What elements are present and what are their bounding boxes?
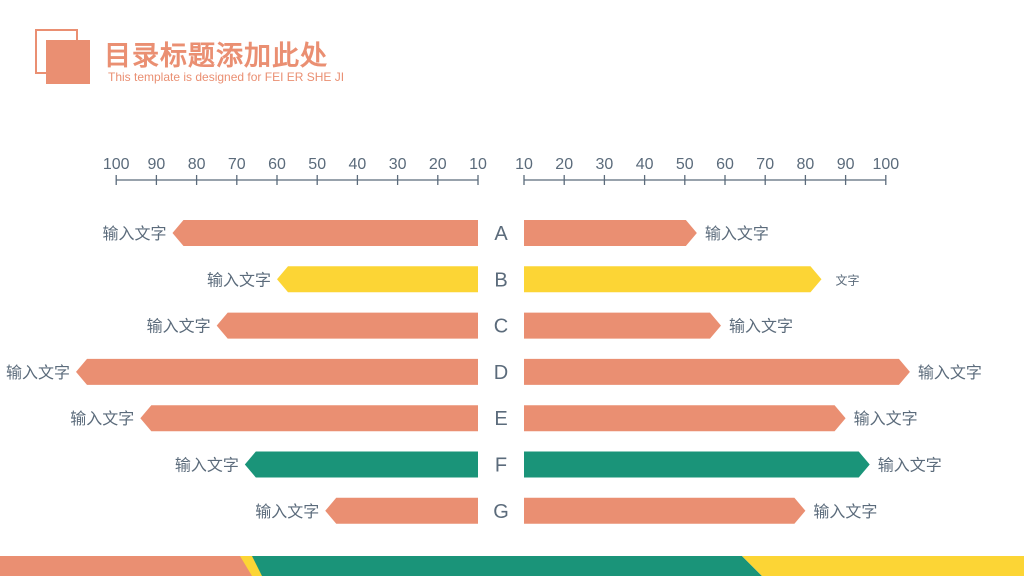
right-axis-tick-label: 40 xyxy=(636,156,654,173)
right-bar-label: 输入文字 xyxy=(878,456,942,475)
right-axis-tick-label: 50 xyxy=(676,156,694,173)
left-bar-c xyxy=(216,312,478,339)
right-bar-label: 输入文字 xyxy=(813,502,877,521)
right-bar-b xyxy=(524,266,822,293)
right-bar-f xyxy=(524,451,870,478)
left-axis-tick-label: 30 xyxy=(389,156,407,173)
category-label-g: G xyxy=(493,501,509,523)
left-bar-e xyxy=(140,405,478,432)
right-bar-g xyxy=(524,497,806,524)
left-bar-f xyxy=(244,451,478,478)
right-axis-tick-label: 100 xyxy=(872,156,899,173)
left-axis-tick-label: 50 xyxy=(308,156,326,173)
left-bar-label: 输入文字 xyxy=(70,409,134,428)
category-label-a: A xyxy=(494,223,508,245)
right-axis-tick-label: 70 xyxy=(756,156,774,173)
right-bar-label: 输入文字 xyxy=(705,224,769,243)
left-axis-tick-label: 10 xyxy=(469,156,487,173)
butterfly-bar-chart: 100 90 80 70 60 50 40 30 20 10 10 20 30 40 50 60 70 80 90 1… xyxy=(6,156,982,524)
left-bar-b xyxy=(277,266,478,293)
right-bar-label: 输入文字 xyxy=(854,409,918,428)
right-bar-label: 输入文字 xyxy=(918,363,982,382)
left-bar-a xyxy=(172,220,479,246)
left-bar-g xyxy=(325,497,478,524)
right-axis-tick-label: 90 xyxy=(837,156,855,173)
footer-stripe xyxy=(0,556,1024,576)
right-axis-tick-label: 80 xyxy=(797,156,815,173)
left-axis-tick-label: 40 xyxy=(349,156,367,173)
logo-filled-square xyxy=(46,40,90,84)
right-bar-d xyxy=(524,358,910,385)
category-label-d: D xyxy=(494,362,508,384)
left-bar-label: 输入文字 xyxy=(255,502,319,521)
left-axis-tick-label: 80 xyxy=(188,156,206,173)
left-axis-tick-label: 90 xyxy=(148,156,166,173)
right-bar-label: 文字 xyxy=(835,272,859,287)
left-bar-label: 输入文字 xyxy=(175,456,239,475)
right-axis-tick-label: 30 xyxy=(596,156,614,173)
right-bar-a xyxy=(524,220,697,246)
page-subtitle: This template is designed for FEI ER SHE… xyxy=(108,70,345,84)
left-axis-tick-label: 20 xyxy=(429,156,447,173)
right-axis-tick-label: 20 xyxy=(555,156,573,173)
left-axis-tick-label: 60 xyxy=(268,156,286,173)
left-axis-tick-label: 100 xyxy=(103,156,130,173)
right-bar-label: 输入文字 xyxy=(729,317,793,336)
left-bar-d xyxy=(76,358,478,385)
right-bar-c xyxy=(524,312,721,339)
category-label-b: B xyxy=(494,269,507,291)
left-bar-label: 输入文字 xyxy=(102,224,166,243)
right-bar-e xyxy=(524,405,846,432)
right-axis-tick-label: 10 xyxy=(515,156,533,173)
category-label-e: E xyxy=(494,408,507,430)
left-axis-tick-label: 70 xyxy=(228,156,246,173)
category-label-c: C xyxy=(494,316,508,338)
left-bar-label: 输入文字 xyxy=(207,270,271,289)
left-bar-label: 输入文字 xyxy=(147,317,211,336)
right-axis-tick-label: 60 xyxy=(716,156,734,173)
category-label-f: F xyxy=(495,455,507,477)
page-title: 目录标题添加此处 xyxy=(104,41,328,72)
left-bar-label: 输入文字 xyxy=(6,363,70,382)
